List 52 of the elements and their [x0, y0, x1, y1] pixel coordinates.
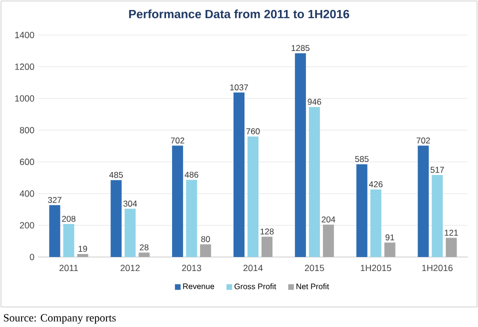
data-label: 517: [430, 166, 444, 173]
bar: [418, 146, 429, 257]
data-label: 1285: [292, 45, 310, 52]
bar: [186, 180, 198, 257]
y-tick-label: 1400: [15, 32, 34, 38]
data-label: 585: [355, 156, 369, 162]
bar: [110, 180, 122, 257]
bar: [63, 224, 74, 257]
data-label: 304: [123, 200, 137, 207]
bar: [124, 208, 136, 257]
data-label: 946: [308, 98, 322, 105]
data-label: 208: [62, 216, 76, 222]
data-label: 485: [109, 172, 123, 178]
y-tick-label: 1000: [15, 95, 34, 102]
bar: [432, 175, 443, 257]
data-label: 702: [170, 137, 184, 144]
data-label: 121: [444, 230, 458, 236]
x-tick-label: 2015: [304, 264, 324, 272]
data-label: 204: [322, 216, 336, 222]
x-tick-label: 2013: [182, 264, 202, 272]
data-label: 91: [386, 234, 394, 240]
x-tick-label: 2012: [120, 264, 140, 272]
bar: [356, 164, 368, 257]
source-note: Source: Company reports: [4, 314, 116, 324]
y-tick-label: 0: [30, 254, 34, 260]
data-label: 128: [260, 228, 274, 234]
bar: [308, 106, 320, 257]
x-tick-label: 1H2015: [360, 264, 392, 272]
bar: [49, 205, 60, 257]
data-label: 486: [184, 172, 198, 178]
data-label: 760: [246, 128, 260, 134]
y-tick-label: 400: [20, 190, 34, 197]
y-tick-label: 1200: [15, 64, 34, 70]
bar: [294, 53, 306, 257]
data-label: 19: [78, 246, 88, 252]
y-tick-label: 600: [20, 158, 34, 166]
y-tick-label: 200: [20, 222, 34, 228]
data-label: 28: [140, 244, 148, 250]
x-tick-label: 1H2016: [422, 264, 453, 272]
data-label: 80: [201, 236, 210, 242]
y-tick-label: 800: [20, 126, 34, 134]
bar: [370, 189, 382, 257]
x-tick-label: 2011: [60, 264, 78, 272]
data-label: 702: [416, 137, 430, 144]
data-label: 1037: [230, 84, 248, 90]
chart-title: Performance Data from 2011 to 1H2016: [129, 10, 350, 18]
data-label: 426: [368, 181, 383, 188]
bar: [248, 136, 258, 257]
x-tick-label: 2014: [243, 264, 263, 272]
bar: [172, 146, 184, 257]
bar: [234, 92, 244, 257]
data-label: 327: [48, 196, 62, 203]
